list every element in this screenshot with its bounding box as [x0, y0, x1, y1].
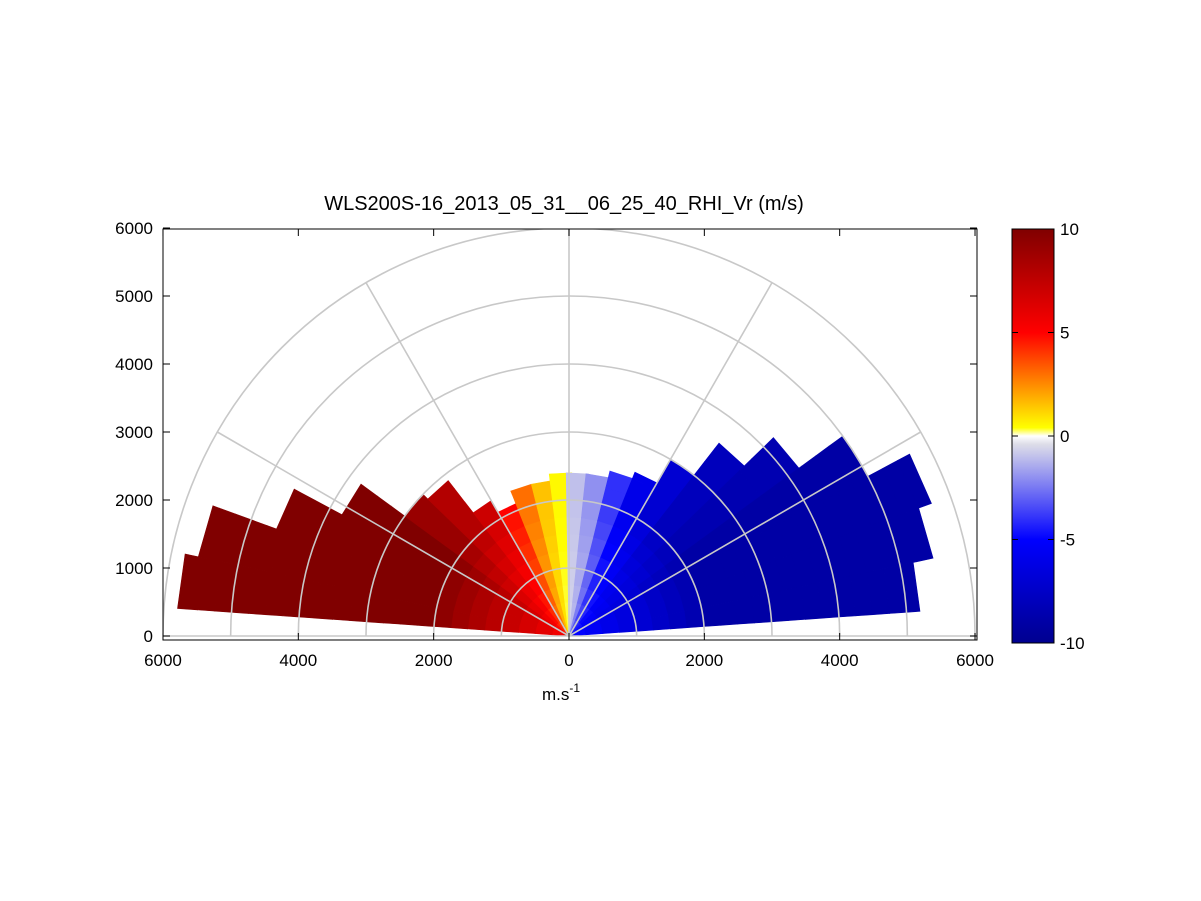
x-axis-label-base: m.s: [542, 685, 569, 704]
y-tick-label: 6000: [115, 219, 153, 238]
angle-spoke-120: [365, 282, 570, 637]
polar-grid: [163, 229, 976, 637]
colorbar-tick-label: 10: [1060, 220, 1079, 239]
velocity-cell-2-18: [276, 488, 301, 532]
x-tick-label: 6000: [956, 651, 994, 670]
y-tick-label: 4000: [115, 355, 153, 374]
colorbar-tick-label: 5: [1060, 324, 1069, 343]
colorbar-ticks: -10 -5 0 5 10: [1012, 220, 1085, 653]
angle-spoke-60: [568, 282, 773, 637]
x-tick-label: 4000: [821, 651, 859, 670]
chart-title: WLS200S-16_2013_05_31__06_25_40_RHI_Vr (…: [324, 193, 804, 215]
velocity-cell-21-6: [667, 610, 688, 630]
velocity-field: [177, 435, 934, 637]
colorbar-tick-label: 0: [1060, 427, 1069, 446]
x-axis-label-superscript: -1: [569, 681, 580, 695]
velocity-cell-21-7: [684, 607, 705, 629]
range-ring-6000: [163, 229, 976, 637]
velocity-cell-0-23: [177, 553, 189, 610]
y-tick-label: 5000: [115, 287, 153, 306]
axes-frame: [162, 228, 978, 641]
y-tick-label: 2000: [115, 491, 153, 510]
colorbar: [1012, 229, 1054, 643]
velocity-cell-1-22: [197, 505, 220, 559]
y-tick-label: 3000: [115, 423, 153, 442]
x-tick-label: 0: [564, 651, 573, 670]
x-tick-label: 6000: [144, 651, 182, 670]
x-axis-label: m.s-1: [542, 681, 580, 704]
angle-spoke-150: [216, 431, 570, 637]
axis-ticks: 6000 4000 2000 0 2000 4000 6000 0 1000 2000 3000 40…: [115, 219, 994, 670]
velocity-cell-20-21: [902, 507, 934, 563]
x-tick-label: 4000: [279, 651, 317, 670]
x-tick-label: 2000: [685, 651, 723, 670]
x-tick-label: 2000: [415, 651, 453, 670]
colorbar-tick-label: -5: [1060, 531, 1075, 550]
velocity-cell-5-11: [427, 480, 455, 507]
y-tick-label: 0: [144, 627, 153, 646]
y-tick-label: 1000: [115, 559, 153, 578]
angle-spoke-30: [568, 431, 922, 637]
colorbar-tick-label: -10: [1060, 634, 1085, 653]
velocity-cell-19-22: [897, 453, 932, 509]
